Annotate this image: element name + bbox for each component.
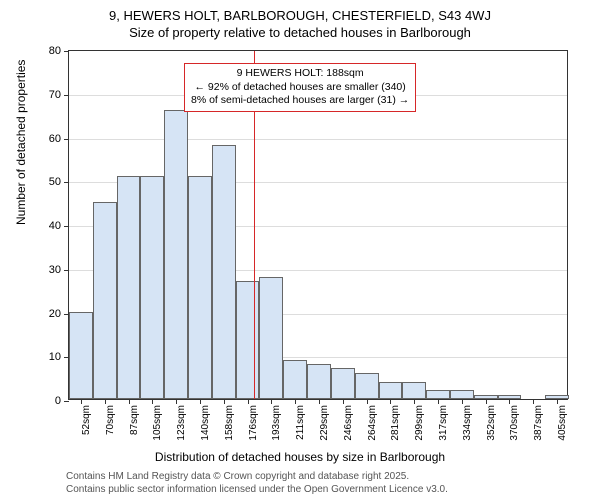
x-tick-label: 87sqm xyxy=(129,405,140,435)
x-tick-label: 229sqm xyxy=(319,405,330,441)
y-tick-label: 70 xyxy=(49,89,61,101)
x-tick xyxy=(509,399,510,404)
y-tick xyxy=(64,95,69,96)
x-tick xyxy=(486,399,487,404)
x-tick xyxy=(462,399,463,404)
y-tick-label: 60 xyxy=(49,133,61,145)
y-tick-label: 0 xyxy=(55,395,61,407)
y-tick-label: 40 xyxy=(49,220,61,232)
x-tick-label: 193sqm xyxy=(271,405,282,441)
x-tick xyxy=(295,399,296,404)
footer-line2: Contains public sector information licen… xyxy=(66,483,448,496)
histogram-bar xyxy=(188,176,212,399)
x-tick-label: 334sqm xyxy=(462,405,473,441)
x-tick xyxy=(224,399,225,404)
y-tick-label: 30 xyxy=(49,264,61,276)
x-tick-label: 405sqm xyxy=(557,405,568,441)
histogram-bar xyxy=(140,176,164,399)
x-tick-label: 176sqm xyxy=(248,405,259,441)
x-tick-label: 70sqm xyxy=(105,405,116,435)
histogram-bar xyxy=(402,382,426,400)
x-tick-label: 105sqm xyxy=(152,405,163,441)
x-tick xyxy=(533,399,534,404)
y-tick-label: 80 xyxy=(49,45,61,57)
x-tick xyxy=(319,399,320,404)
x-tick xyxy=(557,399,558,404)
x-tick xyxy=(200,399,201,404)
histogram-bar xyxy=(69,312,93,400)
histogram-bar xyxy=(331,368,355,399)
x-tick-label: 211sqm xyxy=(295,405,306,440)
histogram-bar xyxy=(93,202,117,399)
x-tick xyxy=(367,399,368,404)
y-tick-label: 20 xyxy=(49,308,61,320)
footer-line1: Contains HM Land Registry data © Crown c… xyxy=(66,470,448,483)
footer-attrib: Contains HM Land Registry data © Crown c… xyxy=(66,470,448,496)
x-tick xyxy=(105,399,106,404)
x-tick xyxy=(248,399,249,404)
x-tick xyxy=(390,399,391,404)
histogram-bar xyxy=(212,145,236,399)
x-tick-label: 246sqm xyxy=(343,405,354,441)
x-tick xyxy=(176,399,177,404)
x-tick-label: 299sqm xyxy=(414,405,425,441)
y-tick-label: 10 xyxy=(49,351,61,363)
histogram-bar xyxy=(117,176,141,399)
annotation-line3: 8% of semi-detached houses are larger (3… xyxy=(191,94,409,108)
x-tick-label: 158sqm xyxy=(224,405,235,441)
x-tick xyxy=(414,399,415,404)
x-tick xyxy=(438,399,439,404)
y-tick xyxy=(64,401,69,402)
x-tick xyxy=(152,399,153,404)
x-tick xyxy=(271,399,272,404)
grid-line xyxy=(69,139,567,140)
histogram-bar xyxy=(450,390,474,399)
x-tick-label: 281sqm xyxy=(390,405,401,441)
histogram-bar xyxy=(283,360,307,399)
x-tick-label: 370sqm xyxy=(509,405,520,441)
x-tick xyxy=(343,399,344,404)
histogram-bar xyxy=(307,364,331,399)
title-line2: Size of property relative to detached ho… xyxy=(0,25,600,42)
histogram-bar xyxy=(355,373,379,399)
x-tick-label: 317sqm xyxy=(438,405,449,441)
histogram-bar xyxy=(236,281,260,399)
chart-title: 9, HEWERS HOLT, BARLBOROUGH, CHESTERFIEL… xyxy=(0,0,600,42)
y-tick xyxy=(64,226,69,227)
annotation-line1: 9 HEWERS HOLT: 188sqm xyxy=(191,67,409,81)
x-tick-label: 52sqm xyxy=(81,405,92,435)
histogram-bar xyxy=(259,277,283,400)
y-tick xyxy=(64,139,69,140)
title-line1: 9, HEWERS HOLT, BARLBOROUGH, CHESTERFIEL… xyxy=(0,8,600,25)
x-axis-title: Distribution of detached houses by size … xyxy=(0,450,600,464)
annotation-line2: ← 92% of detached houses are smaller (34… xyxy=(191,81,409,95)
x-tick-label: 123sqm xyxy=(176,405,187,441)
histogram-bar xyxy=(164,110,188,399)
y-tick xyxy=(64,51,69,52)
y-tick xyxy=(64,270,69,271)
chart-plot-area: 0102030405060708052sqm70sqm87sqm105sqm12… xyxy=(68,50,568,400)
histogram-bar xyxy=(379,382,403,400)
x-tick-label: 352sqm xyxy=(486,405,497,441)
y-tick xyxy=(64,182,69,183)
annotation-box: 9 HEWERS HOLT: 188sqm← 92% of detached h… xyxy=(184,63,416,112)
x-tick xyxy=(129,399,130,404)
x-tick-label: 140sqm xyxy=(200,405,211,441)
y-tick-label: 50 xyxy=(49,176,61,188)
histogram-bar xyxy=(426,390,450,399)
x-tick-label: 387sqm xyxy=(533,405,544,441)
x-tick xyxy=(81,399,82,404)
x-tick-label: 264sqm xyxy=(367,405,378,441)
y-axis-title: Number of detached properties xyxy=(14,60,28,225)
